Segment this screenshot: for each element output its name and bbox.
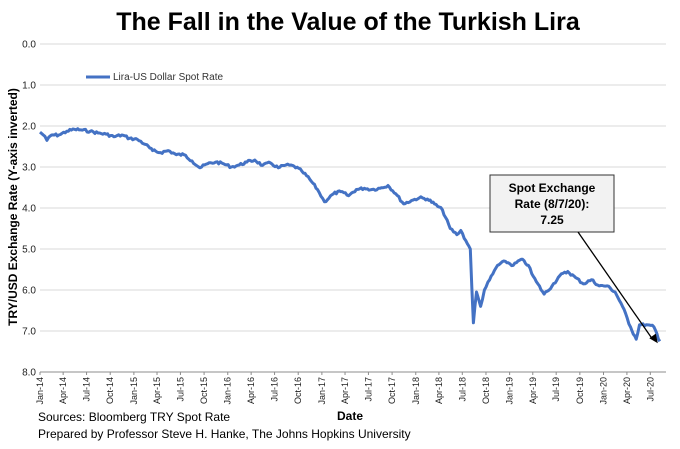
x-tick-label: Jul-20 [645, 377, 655, 402]
y-tick-label: 6.0 [22, 286, 36, 297]
annotation-line-3: 7.25 [540, 213, 564, 227]
legend: Lira-US Dollar Spot Rate [86, 72, 223, 83]
annotation-arrow [577, 231, 653, 339]
x-tick-label: Jul-19 [551, 377, 561, 402]
x-tick-label: Jul-16 [270, 377, 280, 402]
x-tick-label: Jan-19 [505, 377, 515, 405]
x-tick-label: Jul-15 [175, 377, 185, 402]
x-tick-label: Jan-14 [35, 377, 45, 405]
x-tick-label: Jul-17 [363, 377, 373, 402]
annotation-line-2: Rate (8/7/20): [515, 197, 590, 211]
annotation-line-1: Spot Exchange [509, 181, 596, 195]
x-tick-label: Apr-14 [58, 377, 68, 404]
x-tick-label: Jan-20 [599, 377, 609, 405]
y-tick-label: 1.0 [22, 81, 36, 92]
x-tick-label: Jan-16 [223, 377, 233, 405]
annotation-box [489, 174, 615, 233]
chart-title: The Fall in the Value of the Turkish Lir… [116, 8, 581, 36]
y-tick-label: 4.0 [22, 204, 36, 215]
y-tick-label: 3.0 [22, 163, 36, 174]
x-tick-label: Apr-20 [622, 377, 632, 404]
prepared-by-note: Prepared by Professor Steve H. Hanke, Th… [38, 427, 411, 441]
y-tick-label: 2.0 [22, 122, 36, 133]
x-tick-label: Oct-16 [293, 377, 303, 404]
x-tick-label: Jan-18 [411, 377, 421, 405]
annotation-arrowhead [649, 333, 658, 344]
legend-label: Lira-US Dollar Spot Rate [113, 72, 223, 83]
series-line-lira-usd [39, 127, 662, 343]
x-tick-label: Jan-15 [129, 377, 139, 405]
annotation-callout: Spot Exchange Rate (8/7/20): 7.25 [489, 174, 658, 344]
x-tick-label: Oct-17 [387, 377, 397, 404]
y-tick-label: 7.0 [22, 327, 36, 338]
x-tick-label: Apr-17 [340, 377, 350, 404]
x-tick-label: Oct-14 [105, 377, 115, 404]
x-tick-label: Oct-15 [199, 377, 209, 404]
y-tick-label: 0.0 [22, 40, 36, 51]
x-tick-label: Jul-18 [457, 377, 467, 402]
x-tick-label: Apr-18 [434, 377, 444, 404]
x-tick-label: Jan-17 [317, 377, 327, 405]
x-tick-label: Apr-15 [152, 377, 162, 404]
x-tick-label: Jul-14 [82, 377, 92, 402]
x-tick-label: Oct-19 [575, 377, 585, 404]
y-tick-label: 8.0 [22, 368, 36, 379]
y-tick-label: 5.0 [22, 245, 36, 256]
x-axis-label: Date [337, 409, 363, 423]
source-note: Sources: Bloomberg TRY Spot Rate [38, 410, 231, 424]
x-tick-label: Apr-19 [528, 377, 538, 404]
x-axis-ticks: Jan-14 Apr-14 Jul-14 Oct-14 Jan-15 Apr-15 Jul-… [35, 372, 655, 405]
x-tick-label: Apr-16 [246, 377, 256, 404]
x-tick-label: Oct-18 [481, 377, 491, 404]
y-axis-label: TRY/USD Exchange Rate (Y-axis inverted) [6, 88, 20, 326]
y-axis-ticks: 0.0 1.0 2.0 3.0 4.0 5.0 6.0 7.0 8.0 [22, 40, 36, 379]
gridlines [40, 43, 666, 332]
